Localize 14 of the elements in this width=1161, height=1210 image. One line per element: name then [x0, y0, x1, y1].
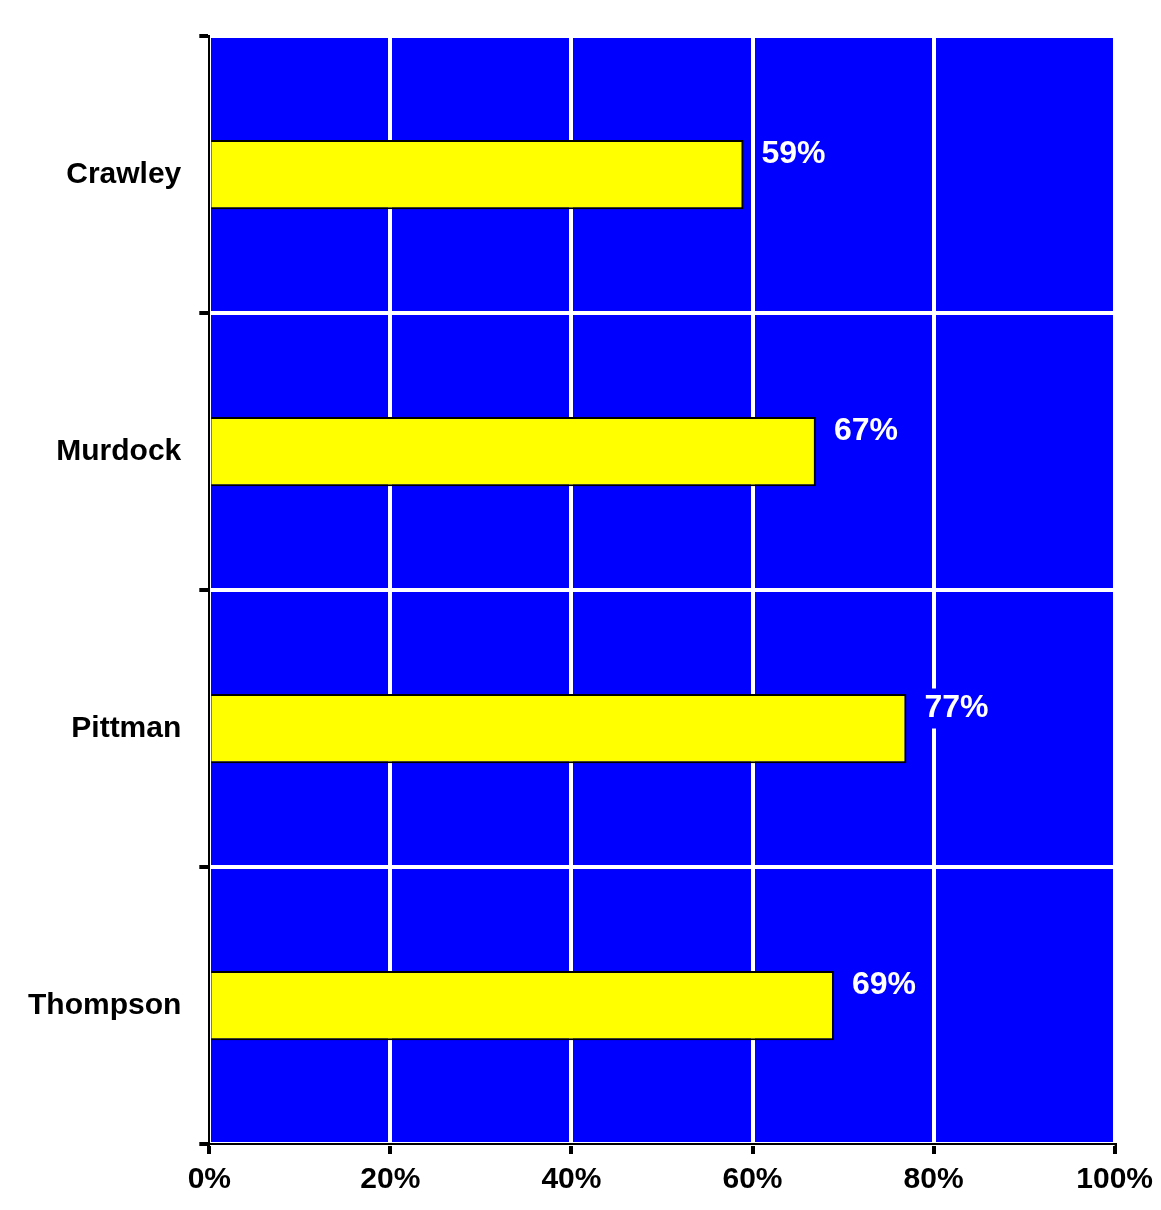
x-tick-label: 60%	[722, 1161, 783, 1195]
data-label: 67%	[833, 411, 898, 448]
x-tick-label: 80%	[903, 1161, 964, 1195]
x-tick-label: 40%	[541, 1161, 602, 1195]
x-tick-label: 0%	[187, 1161, 231, 1195]
data-label: 59%	[761, 134, 826, 171]
data-label: 69%	[851, 965, 917, 1002]
y-tick-label: Murdock	[56, 432, 182, 466]
x-tick-label: 20%	[360, 1161, 421, 1195]
data-label: 77%	[924, 688, 989, 725]
y-tick-label: Pittman	[71, 709, 182, 743]
x-tick-label: 100%	[1076, 1161, 1153, 1195]
y-tick-label: Crawley	[66, 155, 182, 189]
y-tick-label: Thompson	[28, 986, 182, 1020]
